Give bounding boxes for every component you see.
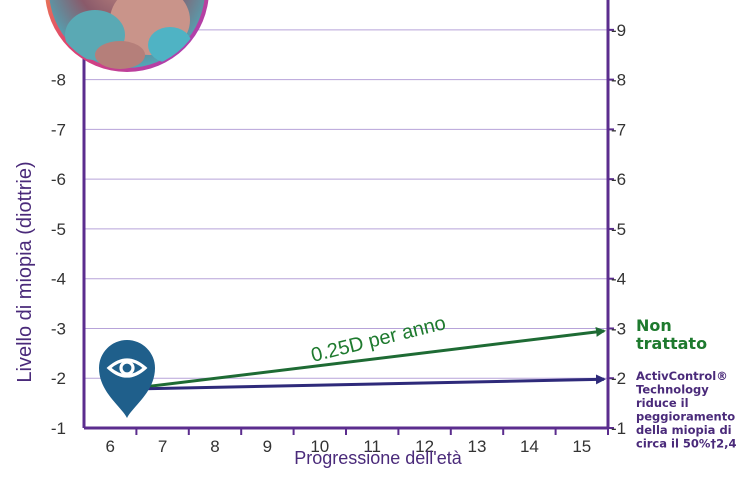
- y-tick-label-right: -5: [611, 220, 626, 239]
- x-tick-label: 9: [263, 437, 272, 456]
- treated-note-line: ActivControl®: [636, 369, 728, 383]
- grid-lines: [84, 29, 608, 379]
- x-tick-label: 14: [520, 437, 539, 456]
- x-tick-label: 12: [415, 437, 434, 456]
- series-untreated-line: [125, 326, 606, 391]
- y-tick-label-left: -4: [51, 270, 66, 289]
- y-tick-label-right: -1: [611, 419, 626, 438]
- x-tick-label: 7: [158, 437, 167, 456]
- y-axis-label: Livello di miopia (diottrie): [14, 161, 36, 382]
- treated-note-line: circa il 50%†2,4: [636, 437, 737, 451]
- y-tick-label-left: -8: [51, 71, 66, 90]
- x-tick-label: 8: [210, 437, 219, 456]
- x-tick-label: 11: [363, 437, 381, 456]
- y-tick-label-right: -7: [611, 120, 626, 139]
- x-tick-label: 6: [105, 437, 114, 456]
- eye-location-pin-icon: [99, 340, 155, 418]
- y-tick-label-left: -5: [51, 220, 66, 239]
- y-tick-label-left: -1: [51, 419, 66, 438]
- tick-labels: -1 -2 -3 -4 -5 -6 -7 -8 -1 -2 -3 -4 -5 -6 -7 -8 -9 6 7 8 9 10…: [51, 21, 626, 456]
- untreated-label-line1: Non: [636, 316, 672, 335]
- y-tick-label-right: -3: [611, 319, 626, 338]
- treated-note-line: della miopia di: [636, 423, 732, 437]
- y-tick-label-left: -3: [51, 319, 66, 338]
- y-tick-label-left: -7: [51, 120, 66, 139]
- treated-note-line: riduce il: [636, 396, 689, 410]
- treated-note-line: Technology: [636, 383, 709, 397]
- x-tick-label: 10: [310, 437, 329, 456]
- series-treated-line: [125, 374, 606, 391]
- y-tick-label-right: -6: [611, 170, 626, 189]
- y-tick-label-right: -9: [611, 21, 626, 40]
- x-tick-label: 13: [468, 437, 487, 456]
- y-tick-label-right: -2: [611, 369, 626, 388]
- untreated-label-line2: trattato: [636, 334, 707, 353]
- axes: [82, 0, 614, 435]
- x-axis-label: Progressione dell'età: [294, 448, 463, 468]
- child-photo-circle: [45, 0, 209, 72]
- y-tick-label-right: -4: [611, 270, 626, 289]
- y-tick-label-left: -6: [51, 170, 66, 189]
- treated-note-line: peggioramento: [636, 410, 735, 424]
- y-tick-label-left: -2: [51, 369, 66, 388]
- y-tick-label-right: -8: [611, 71, 626, 90]
- series-lines: [125, 326, 606, 391]
- x-tick-label: 15: [572, 437, 591, 456]
